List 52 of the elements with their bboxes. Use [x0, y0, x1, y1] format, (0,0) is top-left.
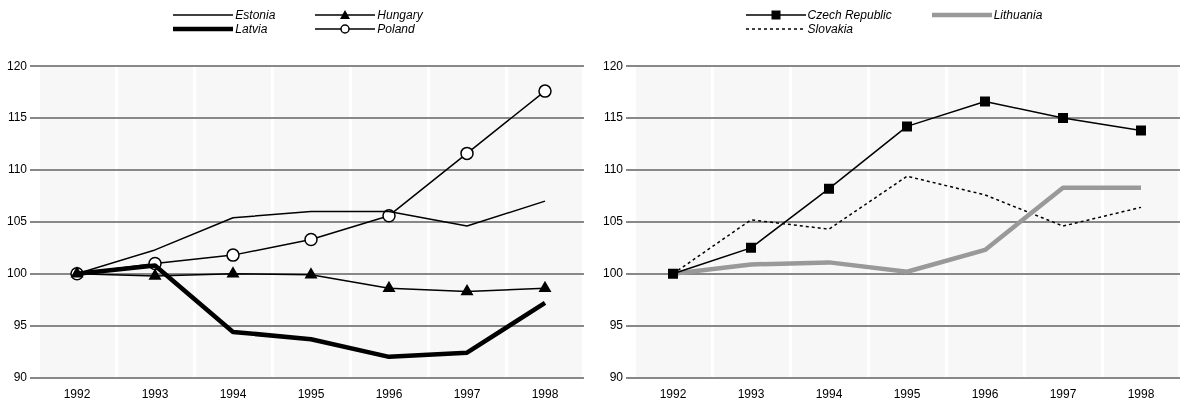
point [461, 284, 473, 296]
point [226, 248, 240, 262]
legend-label: Estonia [235, 8, 276, 22]
x-tick-label: 1993 [737, 387, 765, 402]
x-tick-label: 1992 [659, 387, 687, 402]
x-tick-label: 1993 [141, 387, 169, 402]
legend-label: Hungary [377, 8, 423, 22]
y-tick-label: 105 [602, 214, 624, 229]
x-tick-label: 1997 [1049, 387, 1077, 402]
y-tick-label: 95 [609, 318, 624, 333]
x-tick-label: 1997 [453, 387, 481, 402]
x-tick-label: 1992 [63, 387, 91, 402]
y-tick-label: 120 [6, 58, 28, 73]
x-tick-label: 1995 [297, 387, 325, 402]
point [304, 232, 318, 247]
y-tick-label: 105 [6, 214, 28, 229]
point [305, 268, 317, 279]
point [746, 242, 757, 253]
point [668, 268, 679, 279]
x-tick-label: 1998 [531, 387, 559, 402]
point [538, 84, 552, 98]
y-tick-label: 115 [603, 110, 624, 125]
legend-label: Latvia [235, 22, 268, 36]
y-tick-label: 110 [603, 162, 624, 177]
y-tick-label: 115 [7, 110, 28, 125]
point [460, 146, 474, 161]
point [539, 281, 551, 293]
x-tick-label: 1996 [971, 387, 999, 402]
point [1058, 113, 1068, 124]
legend-label: Slovakia [807, 22, 853, 36]
y-tick-label: 100 [6, 266, 28, 281]
x-tick-label: 1995 [893, 387, 921, 402]
y-tick-label: 95 [13, 318, 28, 333]
point [980, 96, 990, 107]
y-tick-label: 120 [602, 58, 624, 73]
legend-label: Czech Republic [807, 8, 892, 22]
point [383, 281, 395, 293]
point [824, 183, 835, 194]
point [227, 267, 239, 278]
x-tick-label: 1996 [375, 387, 403, 402]
y-tick-label: 100 [602, 266, 624, 281]
point [149, 269, 161, 280]
point [902, 121, 912, 132]
point [1136, 125, 1146, 136]
y-tick-label: 110 [7, 162, 28, 177]
x-tick-label: 1994 [815, 387, 843, 402]
legend-label: Poland [377, 22, 415, 36]
y-tick-label: 90 [609, 369, 624, 384]
x-tick-label: 1998 [1127, 387, 1155, 402]
y-tick-label: 90 [13, 369, 28, 384]
x-tick-label: 1994 [219, 387, 247, 402]
legend-label: Lithuania [993, 8, 1043, 22]
